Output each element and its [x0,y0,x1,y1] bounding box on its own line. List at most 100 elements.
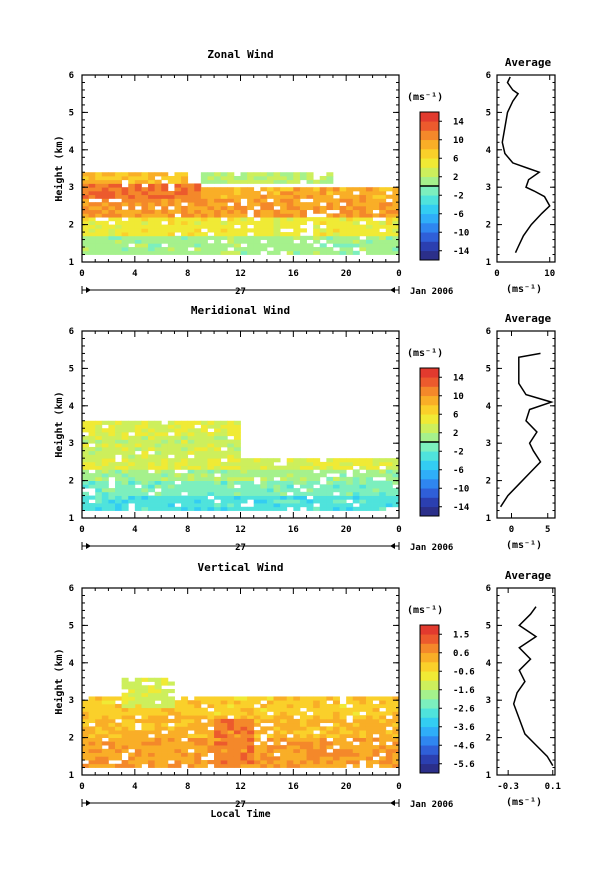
heat-cell [319,469,327,474]
heat-cell [385,499,393,504]
heat-cell [359,506,367,511]
heat-cell [207,424,215,429]
heat-cell [194,741,202,746]
heat-cell [121,733,129,738]
heat-cell [247,733,255,738]
heat-cell [95,745,103,750]
heat-cell [299,458,307,463]
heat-cell [134,506,142,511]
heat-cell [148,220,156,225]
heat-cell [233,491,241,496]
heat-cell [293,198,301,203]
heat-cell [214,224,222,229]
heat-cell [174,733,182,738]
heat-cell [128,247,136,252]
heat-cell [319,745,327,750]
heat-cell [319,752,327,757]
heat-cell [280,202,288,207]
heat-cell [293,480,301,485]
heat-cell [82,179,90,184]
heat-cell [326,711,334,716]
heat-cell [319,491,327,496]
heat-cell [240,213,248,218]
heat-cell [194,726,202,731]
heat-cell [128,213,136,218]
heat-cell [352,748,360,753]
heat-cell [273,187,281,192]
heat-cell [379,495,387,500]
heat-cell [339,726,347,731]
heat-cell [293,194,301,199]
heat-cell [88,484,96,489]
heat-cell [319,707,327,712]
heat-cell [207,696,215,701]
heat-cell [220,737,228,742]
heat-cell [313,752,321,757]
heat-cell [95,488,103,493]
heat-cell [273,190,281,196]
x-tick-label: 4 [132,782,138,792]
heat-cell [372,469,380,474]
heat-cell [273,707,281,712]
heat-cell [385,733,393,738]
heat-cell [148,748,156,753]
heat-cell [299,205,307,211]
heat-cell [214,480,222,485]
heat-cell [95,469,103,474]
heat-cell [194,232,202,237]
heat-cell [154,737,162,742]
heat-cell [260,484,268,489]
heat-cell [306,473,314,478]
heat-cell [187,431,195,437]
heat-cell [227,424,235,429]
heat-cell [161,715,169,720]
heat-cell [154,730,162,735]
heat-cell [326,179,334,184]
heat-cell [365,741,373,746]
heat-cell [260,499,268,504]
heat-cell [95,506,103,511]
heat-cell [200,461,208,467]
heat-cell [207,213,215,218]
heat-cell [260,213,268,218]
heat-cell [273,503,281,508]
heat-cell [115,424,123,429]
heat-cell [266,458,274,463]
heat-cell [299,465,307,470]
heat-cell [101,480,109,485]
heat-cell [365,461,373,467]
heat-cell [207,454,215,459]
heat-cell [115,748,123,753]
heat-cell [365,484,373,489]
colorbar-unit: (ms⁻¹) [407,348,443,359]
heat-cell [200,209,208,214]
heat-cell [326,484,334,489]
heat-cell [280,224,288,229]
heat-cell [154,741,162,746]
average-y-tick-label: 2 [486,221,491,231]
heat-cell [101,503,109,508]
average-x-tick-label: 0 [494,269,499,279]
heat-cell [280,480,288,485]
heat-cell [233,435,241,440]
heat-cell [101,506,109,511]
heat-cell [359,488,367,493]
heat-cell [332,726,340,731]
heat-cell [101,172,109,177]
heat-cell [313,495,321,500]
heat-cell [319,243,327,248]
average-y-tick-label: 5 [486,108,491,118]
heat-cell [181,247,189,252]
heat-cell [82,707,90,712]
heat-cell [253,730,261,735]
heat-cell [154,469,162,474]
colorbar-swatch [420,176,439,187]
heat-cell [385,461,393,467]
heat-cell [352,711,360,716]
heat-cell [134,443,142,448]
heat-cell [167,763,175,768]
heat-cell [273,499,281,504]
heat-cell [266,175,274,181]
heat-cell [385,696,393,701]
